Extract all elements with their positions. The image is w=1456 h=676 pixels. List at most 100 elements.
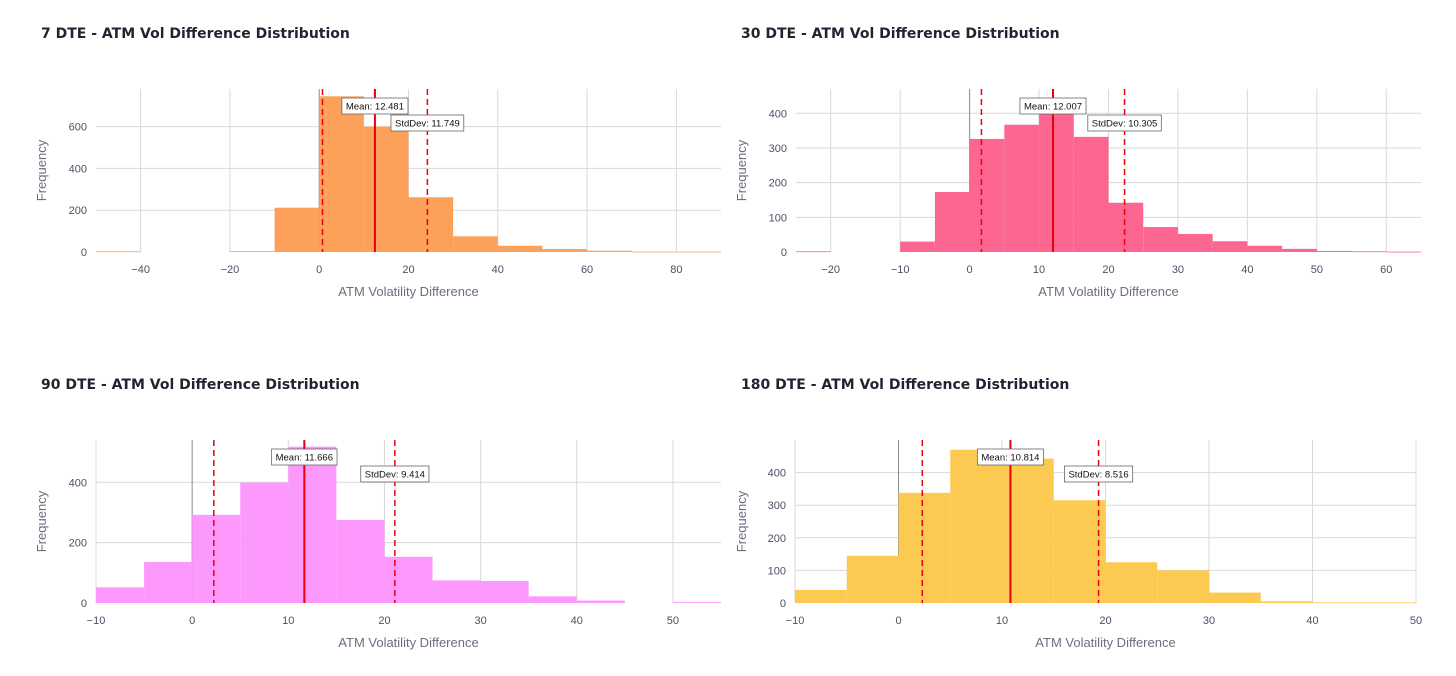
y-tick-label: 200 xyxy=(69,205,87,217)
y-axis-title: Frequency xyxy=(734,490,749,552)
histogram-bar xyxy=(676,251,721,253)
histogram-bar xyxy=(1157,570,1209,603)
x-tick-label: 50 xyxy=(1410,615,1422,627)
histogram-bar xyxy=(1212,241,1248,252)
histogram-bar xyxy=(288,446,337,603)
y-tick-label: 200 xyxy=(69,538,87,550)
histogram-bar xyxy=(240,482,289,603)
stddev-annotation-box xyxy=(360,465,430,483)
x-axis-title: ATM Volatility Difference xyxy=(338,284,478,299)
y-tick-label: 300 xyxy=(769,143,787,155)
chart-title: 7 DTE - ATM Vol Difference Distribution xyxy=(41,26,350,42)
stddev-annotation-text: StdDev: 8.516 xyxy=(1068,470,1128,481)
histogram-bar xyxy=(1073,136,1109,252)
histogram-bar xyxy=(1105,562,1158,603)
chart-title: 180 DTE - ATM Vol Difference Distributio… xyxy=(741,377,1070,393)
mean-annotation-box xyxy=(341,97,409,115)
histogram-bar xyxy=(900,241,935,252)
x-axis-title: ATM Volatility Difference xyxy=(338,635,478,650)
histogram-bar xyxy=(1282,248,1317,252)
mean-annotation-box xyxy=(976,448,1044,466)
mean-annotation: Mean: 11.666 xyxy=(271,448,338,466)
x-tick-label: −10 xyxy=(891,264,910,276)
histogram-bar xyxy=(1177,233,1213,252)
y-tick-label: 100 xyxy=(768,565,786,577)
y-axis-title: Frequency xyxy=(734,139,749,201)
y-tick-label: 600 xyxy=(69,122,87,134)
y-tick-label: 200 xyxy=(768,533,786,545)
stddev-annotation-box xyxy=(390,114,465,132)
histogram-bar xyxy=(795,589,847,603)
histogram-bar xyxy=(672,602,721,603)
histogram-bar xyxy=(1247,245,1283,252)
y-tick-label: 400 xyxy=(69,163,87,175)
histogram-bar xyxy=(1260,601,1313,603)
histogram-bar xyxy=(1386,251,1421,253)
x-tick-label: 10 xyxy=(1033,264,1045,276)
stddev-annotation: StdDev: 10.305 xyxy=(1087,114,1162,132)
y-tick-label: 0 xyxy=(81,598,87,610)
y-tick-label: 0 xyxy=(781,247,787,259)
histogram-bar xyxy=(796,251,831,253)
stddev-annotation: StdDev: 9.414 xyxy=(360,465,430,483)
x-tick-label: 10 xyxy=(282,615,294,627)
histogram-bar xyxy=(934,192,970,252)
x-axis-title: ATM Volatility Difference xyxy=(1035,635,1175,650)
histogram-bar xyxy=(1209,592,1261,603)
x-tick-label: 0 xyxy=(895,615,901,627)
y-axis-title: Frequency xyxy=(34,139,49,201)
histogram-bar xyxy=(497,245,543,252)
mean-annotation-text: Mean: 10.814 xyxy=(981,453,1039,464)
y-tick-label: 400 xyxy=(69,477,87,489)
histogram-bar xyxy=(229,251,275,252)
x-tick-label: −10 xyxy=(786,615,805,627)
x-axis-title: ATM Volatility Difference xyxy=(1038,284,1178,299)
histogram-bar xyxy=(587,250,632,252)
x-tick-label: −10 xyxy=(87,615,106,627)
y-tick-label: 100 xyxy=(769,212,787,224)
y-tick-label: 0 xyxy=(780,598,786,610)
histogram-bar xyxy=(1316,250,1352,252)
x-tick-label: 30 xyxy=(1172,264,1184,276)
mean-annotation: Mean: 12.481 xyxy=(341,97,409,115)
histogram-bar xyxy=(408,197,454,252)
histogram-bar xyxy=(384,556,433,603)
x-tick-label: 20 xyxy=(1102,264,1114,276)
histogram-bar xyxy=(1312,602,1365,604)
histogram-bar xyxy=(1351,251,1387,253)
x-tick-label: 40 xyxy=(1241,264,1253,276)
x-tick-label: −20 xyxy=(221,264,240,276)
histogram-bar xyxy=(1004,124,1040,252)
histogram-30dte: −20 −10 0 10 20 30 40 50 60 0 100 200 300 400 ATM Vola… xyxy=(734,89,1421,299)
y-tick-label: 300 xyxy=(768,500,786,512)
x-tick-label: 30 xyxy=(1203,615,1215,627)
stddev-annotation-box xyxy=(1087,114,1162,132)
histogram-bar xyxy=(576,600,625,603)
histogram-bar xyxy=(898,492,951,603)
histogram-bar xyxy=(336,519,385,603)
histogram-bar xyxy=(144,561,193,603)
x-tick-label: 40 xyxy=(571,615,583,627)
mean-annotation: Mean: 10.814 xyxy=(976,448,1044,466)
x-tick-label: −20 xyxy=(821,264,840,276)
histogram-bar xyxy=(480,580,529,603)
x-tick-label: −40 xyxy=(131,264,150,276)
x-tick-label: 40 xyxy=(1306,615,1318,627)
stddev-annotation-box xyxy=(1064,465,1134,483)
histogram-7dte: −40 −20 0 20 40 60 80 0 200 400 600 ATM Volatility … xyxy=(34,89,721,299)
mean-annotation: Mean: 12.007 xyxy=(1019,97,1087,115)
mean-annotation-text: Mean: 11.666 xyxy=(276,453,333,464)
histogram-bar xyxy=(542,249,588,252)
stddev-annotation: StdDev: 8.516 xyxy=(1064,465,1134,483)
histogram-bar xyxy=(631,251,677,253)
y-axis-title: Frequency xyxy=(34,490,49,552)
stddev-annotation: StdDev: 11.749 xyxy=(390,114,465,132)
y-tick-label: 400 xyxy=(768,468,786,480)
mean-annotation-text: Mean: 12.481 xyxy=(346,102,404,113)
chart-title: 90 DTE - ATM Vol Difference Distribution xyxy=(41,377,360,393)
histogram-bar xyxy=(1039,98,1074,252)
x-tick-label: 0 xyxy=(316,264,322,276)
x-tick-label: 20 xyxy=(378,615,390,627)
x-tick-label: 60 xyxy=(581,264,593,276)
